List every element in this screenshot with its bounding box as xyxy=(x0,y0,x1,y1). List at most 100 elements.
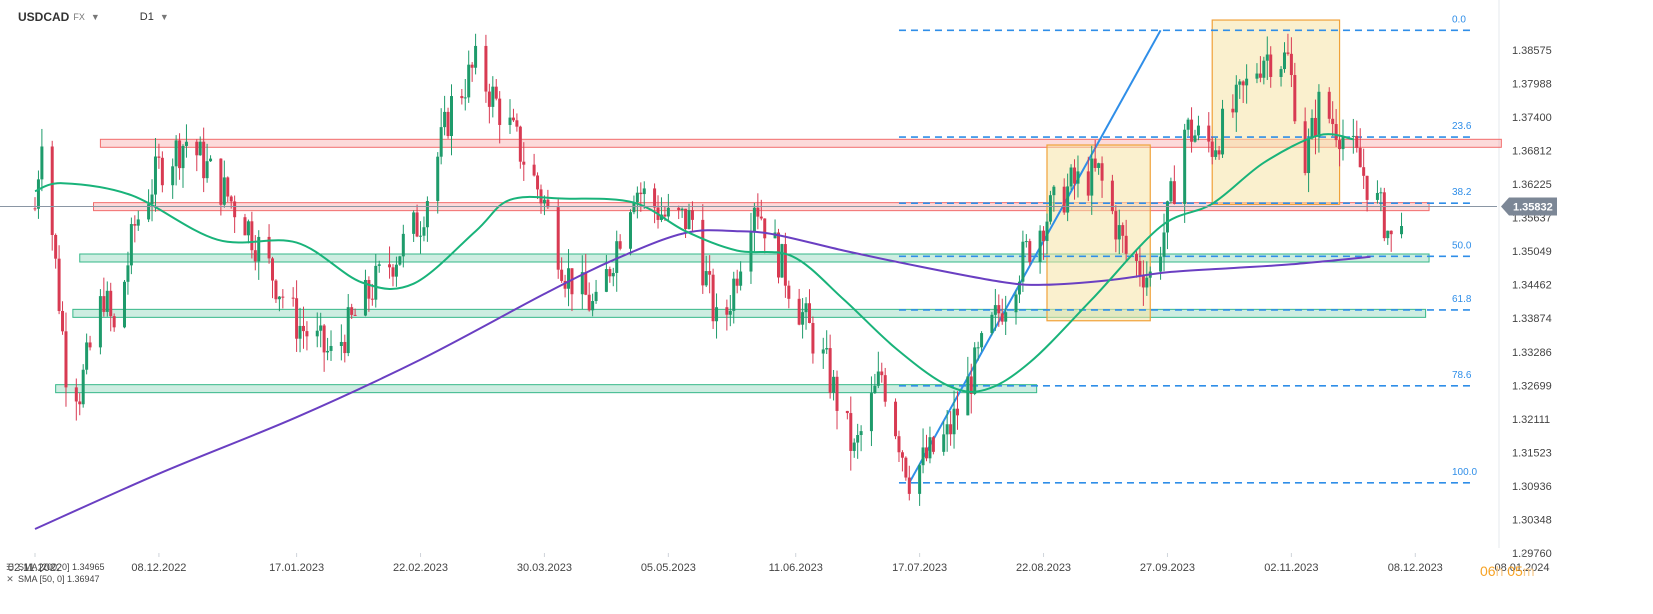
candle-body xyxy=(684,208,688,230)
candle-body xyxy=(642,188,646,195)
candle-body xyxy=(567,268,571,289)
candle xyxy=(326,337,330,361)
candle-body xyxy=(1327,91,1331,119)
indicator-settings-icon[interactable]: ☰ xyxy=(5,562,15,572)
support-zone xyxy=(79,253,1430,263)
candle xyxy=(536,172,540,200)
candle-body xyxy=(1231,108,1235,113)
candle xyxy=(611,267,615,287)
candle-body xyxy=(298,325,302,339)
candle-body xyxy=(81,369,85,405)
candle xyxy=(1193,129,1197,143)
candle-body xyxy=(446,111,450,137)
y-tick-label: 1.33286 xyxy=(1512,347,1552,359)
candle xyxy=(202,127,206,193)
candle-body xyxy=(391,267,395,277)
candle-body xyxy=(184,141,188,146)
candle xyxy=(367,276,371,312)
legend-sma200-label: SMA [200, 0] 1.34965 xyxy=(18,562,105,572)
candle-body xyxy=(498,98,502,125)
candle-body xyxy=(873,385,877,394)
candle xyxy=(219,158,223,216)
candle-body xyxy=(990,314,994,334)
candle xyxy=(1028,238,1032,266)
candle xyxy=(677,205,681,220)
candle xyxy=(777,228,780,284)
candle-body xyxy=(64,331,68,388)
candle-body xyxy=(129,224,133,266)
candle-body xyxy=(291,297,295,299)
candle-body xyxy=(1258,73,1262,78)
candle-body xyxy=(394,264,398,277)
candle-body xyxy=(560,269,564,281)
symbol-dropdown-icon[interactable]: ▼ xyxy=(90,12,100,22)
x-tick-label: 22.08.2023 xyxy=(1016,562,1071,574)
candle xyxy=(226,176,230,203)
candle-body xyxy=(522,161,526,165)
candle xyxy=(728,295,732,327)
candle-body xyxy=(112,316,116,328)
candle xyxy=(40,128,44,192)
candle-body xyxy=(474,45,478,68)
candle xyxy=(921,428,925,474)
y-tick-label: 1.30936 xyxy=(1512,481,1552,493)
candle-body xyxy=(305,331,309,337)
candle xyxy=(883,367,887,407)
candle-body xyxy=(859,431,863,436)
candle-body xyxy=(36,179,40,209)
candle xyxy=(1145,261,1149,296)
timeframe-label[interactable]: D1 xyxy=(139,11,154,23)
candle xyxy=(708,255,712,294)
candle-body xyxy=(343,341,347,354)
candle xyxy=(704,255,708,288)
current-price-label: 1.35832 xyxy=(1513,202,1553,214)
candle-body xyxy=(1241,81,1245,86)
candle xyxy=(377,260,381,273)
candle xyxy=(1375,180,1379,204)
timeframe-dropdown-icon[interactable]: ▼ xyxy=(159,12,169,22)
candle-body xyxy=(1062,186,1066,213)
candle-body xyxy=(1265,54,1269,61)
candle xyxy=(329,330,333,361)
y-tick-label: 1.37400 xyxy=(1512,112,1552,124)
candle xyxy=(1338,134,1342,167)
candle-body xyxy=(102,296,106,312)
candle-body xyxy=(725,307,729,315)
y-tick-label: 1.36225 xyxy=(1512,179,1552,191)
candle xyxy=(1386,230,1390,245)
candle-body xyxy=(628,212,632,249)
legend-sma50[interactable]: ✕ SMA [50, 0] 1.36947 xyxy=(5,573,105,585)
candle-body xyxy=(804,303,808,313)
candle-body xyxy=(835,376,839,411)
candle-body xyxy=(491,86,495,107)
candle xyxy=(1159,246,1163,280)
candle-body xyxy=(133,224,137,226)
candle-body xyxy=(1138,260,1142,276)
candle xyxy=(580,255,584,310)
x-tick-label: 27.09.2023 xyxy=(1140,562,1195,574)
candle-body xyxy=(880,371,884,376)
candle xyxy=(291,287,295,307)
legend-sma200[interactable]: ☰ SMA [200, 0] 1.34965 xyxy=(5,561,105,573)
x-tick-label: 05.05.2023 xyxy=(641,562,696,574)
x-tick-label: 17.07.2023 xyxy=(892,562,947,574)
symbol-label[interactable]: USDCAD xyxy=(18,10,70,24)
x-tick-label: 17.01.2023 xyxy=(269,562,324,574)
candle-body xyxy=(728,310,732,315)
candle-body xyxy=(1293,75,1297,122)
candle-body xyxy=(1351,135,1355,137)
candle xyxy=(33,197,37,212)
candle xyxy=(821,337,825,369)
candle-body xyxy=(615,241,619,273)
indicator-remove-icon[interactable]: ✕ xyxy=(6,574,14,584)
candle-body xyxy=(900,452,904,458)
candle xyxy=(804,297,808,330)
candle xyxy=(904,456,908,481)
candle xyxy=(494,78,498,101)
candle-body xyxy=(195,141,199,156)
candle xyxy=(281,289,285,309)
candle-body xyxy=(883,375,887,402)
candle xyxy=(532,153,536,177)
